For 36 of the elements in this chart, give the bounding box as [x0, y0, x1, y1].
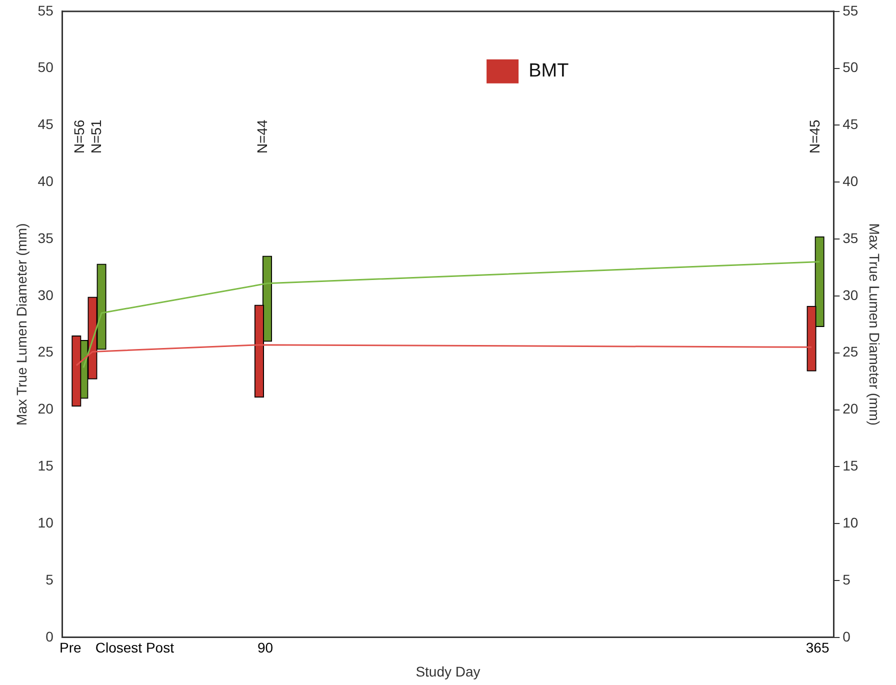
y-tick-label: 5 — [46, 571, 54, 588]
y-axis-title: Max True Lumen Diameter (mm) — [13, 223, 30, 426]
y-tick-label: 15 — [38, 458, 54, 474]
y-tick-label: 10 — [38, 514, 54, 530]
annotation: N=44 — [254, 119, 270, 154]
y-tick-label: 40 — [38, 172, 54, 189]
x-tick-label: Closest Post — [95, 640, 174, 656]
y2-tick-label: 55 — [842, 2, 858, 18]
y2-tick-label: 5 — [842, 571, 851, 588]
y-tick-label: 25 — [38, 344, 54, 360]
y2-tick-label: 45 — [842, 116, 858, 132]
y2-tick-label: 15 — [842, 458, 858, 474]
y-tick-label: 20 — [38, 400, 54, 417]
y-tick-label: 35 — [38, 230, 54, 246]
annotation: N=45 — [806, 119, 822, 154]
y2-tick-label: 30 — [842, 286, 858, 303]
annotation: N=51 — [88, 119, 104, 154]
y-tick-label: 55 — [38, 2, 54, 18]
annotation: N=56 — [70, 119, 87, 154]
x-axis-title: Study Day — [416, 663, 480, 680]
y-tick-label: 50 — [38, 59, 54, 76]
y2-tick-label: 0 — [842, 628, 851, 644]
x-tick-label: Pre — [60, 640, 82, 656]
y2-axis-title: Max True Lumen Diameter (mm) — [866, 223, 883, 426]
x-tick-label: 90 — [257, 640, 274, 656]
y2-tick-label: 50 — [842, 59, 858, 76]
y-tick-label: 45 — [38, 116, 54, 132]
y2-tick-label: 10 — [842, 514, 858, 530]
y2-tick-label: 25 — [842, 344, 858, 360]
y2-tick-label: 35 — [842, 230, 858, 246]
legend-label: BMT — [528, 60, 570, 82]
y2-tick-label: 40 — [842, 172, 858, 189]
y-tick-label: 30 — [38, 286, 54, 303]
x-tick-label: 365 — [806, 640, 830, 656]
y2-tick-label: 20 — [842, 400, 858, 417]
y-tick-label: 0 — [46, 628, 54, 644]
